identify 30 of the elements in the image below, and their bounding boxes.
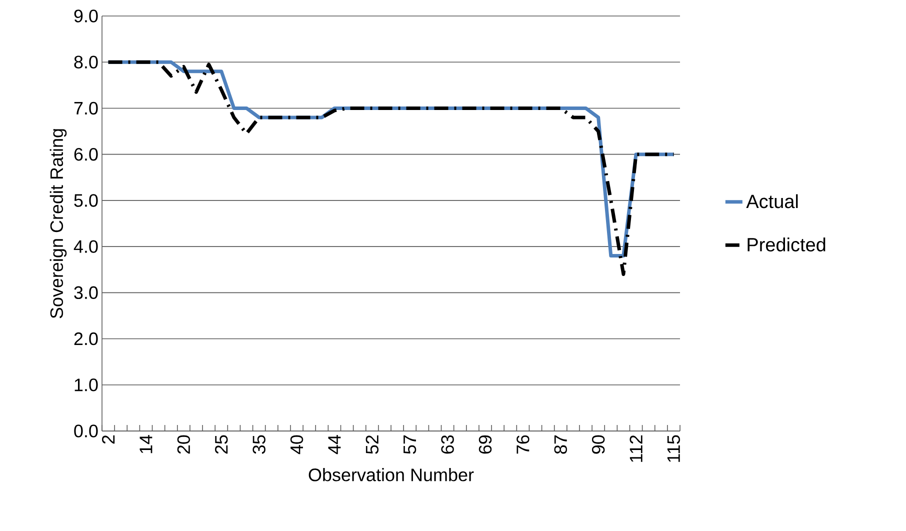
y-tick-label: 6.0 (74, 148, 98, 161)
x-tick-label: 90 (592, 435, 605, 454)
y-tick-label: 8.0 (74, 56, 98, 68)
x-tick-label: 69 (478, 435, 492, 454)
x-axis-title: Observation Number (308, 468, 474, 482)
y-tick-label: 7.0 (74, 102, 98, 115)
y-tick-label: 3.0 (74, 286, 98, 300)
legend-label: Actual (746, 194, 798, 208)
y-tick-label: 1.0 (74, 378, 98, 392)
x-tick-label: 2 (102, 435, 115, 444)
x-tick-label: 25 (215, 435, 228, 454)
x-tick-label: 52 (366, 435, 379, 454)
x-tick-label: 35 (252, 435, 266, 454)
y-tick-label: 5.0 (74, 194, 98, 207)
x-tick-label: 57 (404, 435, 416, 454)
x-tick-label: 115 (667, 435, 680, 462)
x-tick-label: 76 (516, 435, 530, 454)
x-tick-label: 20 (177, 435, 190, 454)
x-tick-label: 87 (554, 435, 568, 454)
legend-label: Predicted (748, 237, 826, 252)
y-tick-label: 2.0 (74, 332, 98, 346)
y-axis-title: Sovereign Credit Rating (50, 129, 67, 318)
x-tick-label: 112 (630, 435, 642, 462)
y-tick-label: 0.0 (74, 424, 98, 438)
x-tick-label: 40 (290, 435, 304, 454)
y-tick-label: 4.0 (74, 240, 98, 253)
x-tick-label: 14 (140, 435, 152, 454)
y-tick-label: 9.0 (74, 10, 98, 22)
x-tick-label: 63 (441, 435, 454, 454)
x-tick-label: 44 (328, 435, 341, 454)
